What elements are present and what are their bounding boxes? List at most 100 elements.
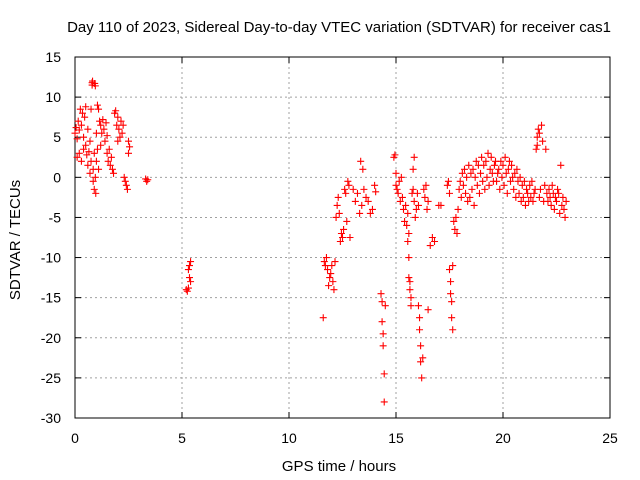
- data-point: [411, 213, 419, 221]
- data-point: [421, 193, 429, 201]
- data-point: [555, 189, 563, 197]
- data-point: [144, 176, 152, 184]
- data-point: [90, 185, 98, 193]
- axis-ticks: 0 5 10 15 20 25 15 10 5 0 -5 -10 -15 -20 -25 -30: [41, 49, 618, 446]
- data-point: [505, 157, 513, 165]
- data-point: [454, 205, 462, 213]
- data-point: [329, 278, 337, 286]
- data-point: [417, 342, 425, 350]
- data-point: [93, 101, 101, 109]
- data-point: [364, 197, 372, 205]
- data-point: [183, 287, 191, 295]
- data-point: [409, 185, 417, 193]
- data-point: [543, 189, 551, 197]
- data-point: [71, 129, 79, 137]
- data-point: [528, 177, 536, 185]
- data-point: [392, 181, 400, 189]
- data-point: [518, 181, 526, 189]
- data-point: [448, 314, 456, 322]
- data-points: [71, 77, 570, 406]
- data-point: [485, 181, 493, 189]
- data-point: [344, 177, 352, 185]
- data-point: [480, 161, 488, 169]
- data-point: [359, 165, 367, 173]
- data-point: [418, 374, 426, 382]
- data-point: [360, 185, 368, 193]
- data-point: [379, 330, 387, 338]
- data-point: [90, 149, 98, 157]
- data-point: [501, 153, 509, 161]
- data-point: [405, 274, 413, 282]
- data-point: [542, 145, 550, 153]
- data-point: [345, 181, 353, 189]
- data-point: [475, 189, 483, 197]
- data-point: [120, 173, 128, 181]
- data-point: [185, 274, 193, 282]
- data-point: [484, 149, 492, 157]
- data-point: [482, 157, 490, 165]
- data-point: [391, 151, 399, 159]
- data-point: [341, 185, 349, 193]
- data-point: [86, 169, 94, 177]
- data-point: [84, 161, 92, 169]
- data-point: [343, 217, 351, 225]
- data-point: [458, 169, 466, 177]
- data-point: [535, 129, 543, 137]
- data-point: [426, 242, 434, 250]
- x-tick-label: 15: [388, 430, 404, 446]
- data-point: [562, 197, 570, 205]
- data-point: [539, 137, 547, 145]
- data-point: [481, 185, 489, 193]
- data-point: [371, 181, 379, 189]
- data-point: [405, 229, 413, 237]
- data-point: [550, 205, 558, 213]
- data-point: [81, 113, 89, 121]
- data-point: [95, 165, 103, 173]
- data-point: [379, 342, 387, 350]
- data-point: [80, 133, 88, 141]
- data-point: [103, 132, 111, 140]
- data-point: [125, 137, 132, 145]
- data-point: [561, 213, 569, 221]
- y-tick-label: 15: [45, 49, 61, 65]
- data-point: [393, 185, 401, 193]
- data-point: [73, 153, 81, 161]
- data-point: [483, 173, 491, 181]
- data-point: [553, 197, 560, 205]
- data-point: [404, 238, 412, 246]
- data-point: [77, 157, 85, 165]
- data-point: [490, 161, 498, 169]
- x-axis-title: GPS time / hours: [282, 458, 396, 475]
- data-point: [502, 169, 510, 177]
- y-tick-label: -20: [41, 330, 61, 346]
- data-point: [548, 181, 556, 189]
- data-point: [75, 149, 83, 157]
- data-point: [380, 370, 388, 378]
- data-point: [466, 193, 474, 201]
- data-point: [322, 254, 330, 262]
- data-point: [447, 290, 455, 298]
- data-point: [100, 125, 108, 133]
- data-point: [398, 193, 406, 201]
- data-point: [499, 161, 507, 169]
- data-point: [102, 119, 110, 127]
- data-point: [511, 169, 519, 177]
- chart-title: Day 110 of 2023, Sidereal Day-to-day VTE…: [67, 19, 611, 36]
- data-point: [424, 197, 432, 205]
- data-point: [339, 234, 346, 241]
- data-point: [529, 197, 537, 205]
- data-point: [495, 165, 503, 173]
- data-point: [416, 314, 424, 322]
- data-point: [184, 284, 192, 292]
- data-point: [185, 262, 193, 270]
- data-point: [547, 201, 555, 209]
- data-point: [535, 193, 543, 201]
- data-point: [82, 103, 90, 111]
- data-point: [463, 173, 471, 181]
- data-point: [504, 165, 512, 173]
- data-point: [431, 238, 439, 246]
- data-point: [377, 290, 385, 298]
- data-point: [97, 141, 105, 149]
- data-point: [527, 193, 535, 201]
- data-point: [512, 193, 520, 201]
